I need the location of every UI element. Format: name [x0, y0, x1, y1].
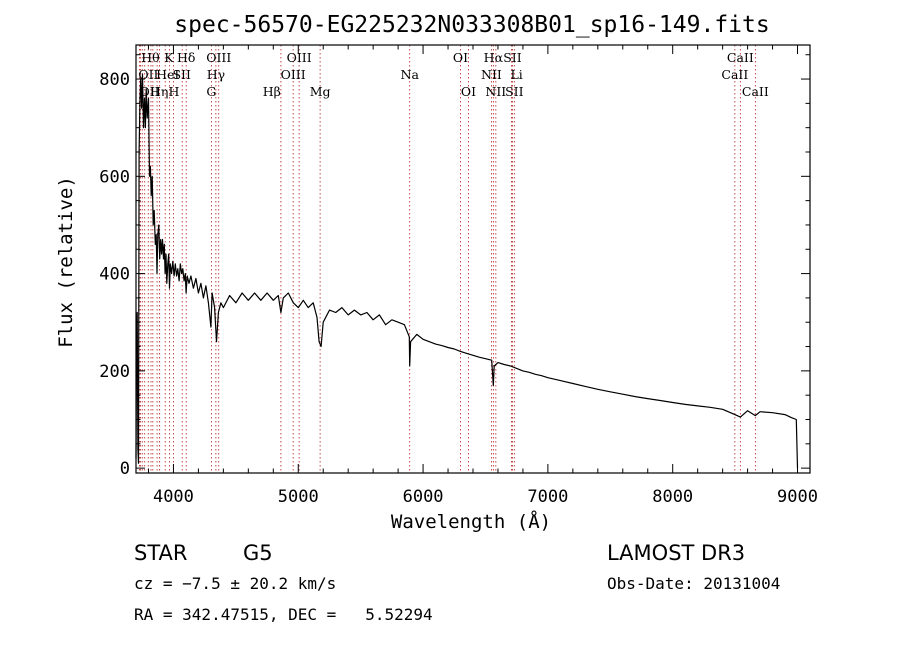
- x-tick-label: 5000: [278, 487, 319, 507]
- chart-title: spec-56570-EG225232N033308B01_sp16-149.f…: [174, 12, 769, 38]
- sky-coordinates: RA = 342.47515, DEC = 5.52294: [134, 605, 433, 624]
- x-axis-ticks: 4000 5000 6000 7000 8000 9000: [147, 45, 818, 507]
- object-subclass: G5: [243, 541, 273, 565]
- spectral-line-label: Hα: [484, 50, 504, 65]
- spectral-line-label: K: [164, 50, 174, 65]
- spectrum-series-line: [135, 73, 799, 469]
- spectral-line-label: OIII: [281, 67, 306, 82]
- x-tick-label: 6000: [403, 487, 444, 507]
- spectral-line-label: CaII: [727, 50, 754, 65]
- x-tick-label: 4000: [153, 487, 194, 507]
- spectral-line-label: OIII: [287, 50, 312, 65]
- x-tick-label: 8000: [652, 487, 693, 507]
- spectral-line-label: Na: [401, 67, 420, 82]
- y-tick-label: 800: [99, 70, 130, 90]
- spectral-line-label: CaII: [742, 84, 769, 99]
- observation-date: Obs-Date: 20131004: [607, 574, 780, 593]
- y-tick-label: 0: [120, 459, 130, 479]
- spectral-line-labels: OIIOIIHθHηHeIKHSIIHδGHγOIIIHβOIIIOIIIMgN…: [138, 50, 768, 99]
- spectral-line-label: OII: [139, 84, 159, 99]
- spectral-line-label: SII: [503, 50, 522, 65]
- spectral-line-label: G: [206, 84, 216, 99]
- spectral-line-label: H: [168, 84, 179, 99]
- spectral-line-label: Hθ: [141, 50, 159, 65]
- spectral-line-label: CaII: [721, 67, 748, 82]
- spectral-line-label: Li: [510, 67, 522, 82]
- x-tick-label: 9000: [777, 487, 818, 507]
- y-axis-label: Flux (relative): [55, 176, 77, 348]
- spectral-line-label: SII: [505, 84, 524, 99]
- spectral-line-label: Hβ: [263, 84, 281, 99]
- spectral-line-label: HeI: [156, 67, 179, 82]
- spectral-line-label: Hδ: [177, 50, 195, 65]
- redshift-velocity: cz = −7.5 ± 20.2 km/s: [134, 574, 336, 593]
- y-tick-label: 400: [99, 265, 130, 285]
- spectral-line-label: Hη: [150, 84, 168, 99]
- y-tick-label: 200: [99, 362, 130, 382]
- y-axis-ticks: 0 200 400 600 800: [99, 54, 810, 479]
- x-tick-label: 7000: [527, 487, 568, 507]
- spectral-line-label: Mg: [310, 84, 331, 99]
- spectral-line-markers: [138, 45, 756, 473]
- spectral-line-label: OI: [453, 50, 468, 65]
- spectral-line-label: OI: [461, 84, 476, 99]
- spectral-line-label: OII: [138, 67, 158, 82]
- object-class: STAR: [134, 541, 187, 565]
- spectral-line-label: Hγ: [207, 67, 225, 82]
- y-tick-label: 600: [99, 167, 130, 187]
- spectral-line-label: SII: [172, 67, 191, 82]
- plot-frame: [135, 44, 811, 474]
- survey-name: LAMOST DR3: [607, 541, 745, 565]
- spectral-line-label: OIII: [206, 50, 231, 65]
- spectral-line-label: NII: [481, 67, 502, 82]
- spectral-line-label: NII: [485, 84, 506, 99]
- x-axis-label: Wavelength (Å): [391, 510, 551, 533]
